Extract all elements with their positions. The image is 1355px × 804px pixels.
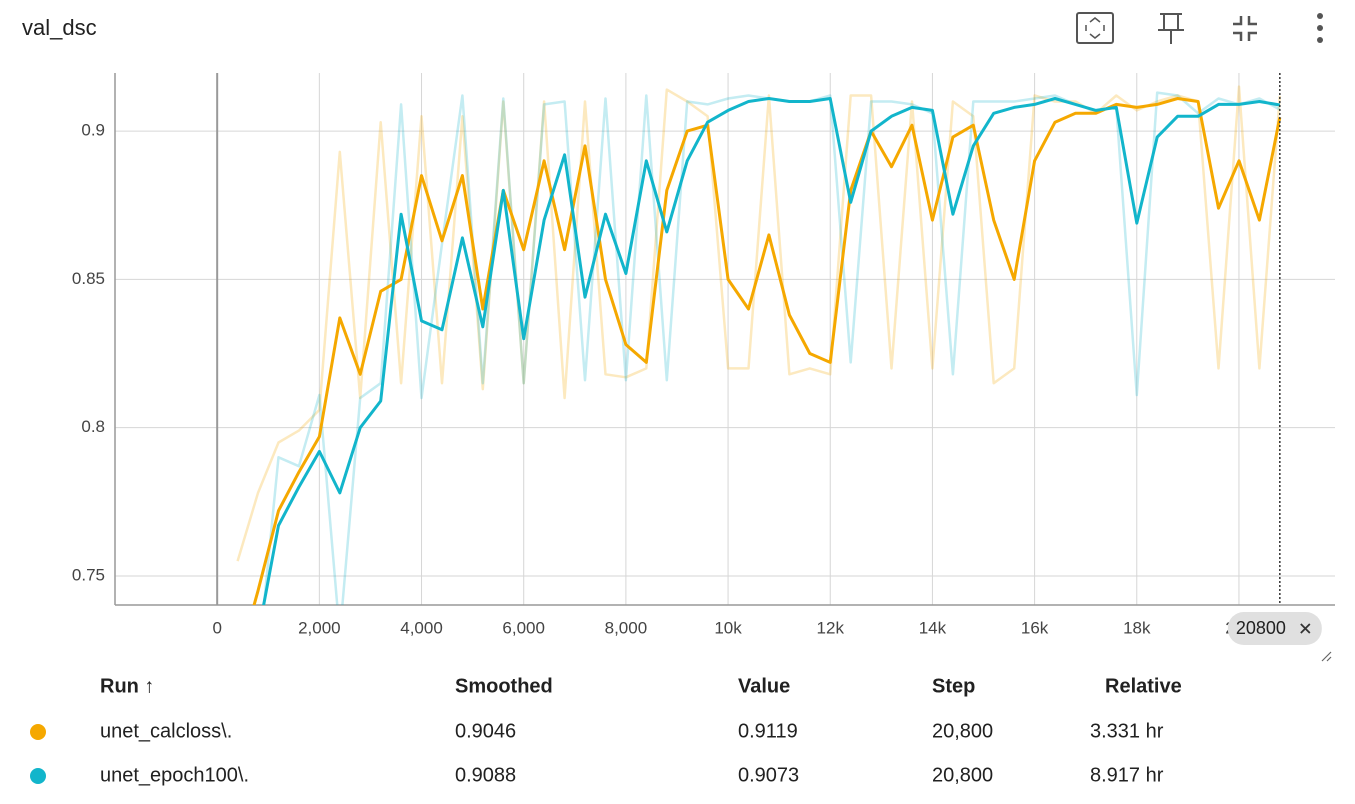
run-name: unet_epoch100\.: [100, 764, 249, 786]
x-tick-label: 2,000: [298, 618, 341, 637]
pin-button[interactable]: [1158, 13, 1184, 44]
smoothed-value: 0.9088: [455, 764, 516, 786]
hover-chip-label: 20800: [1236, 618, 1286, 638]
y-tick-label: 0.75: [72, 565, 105, 584]
step: 20,800: [932, 764, 993, 786]
relative-time: 3.331 hr: [1090, 720, 1164, 742]
card-title: val_dsc: [22, 15, 97, 40]
x-tick-label: 10k: [714, 618, 742, 637]
x-tick-label: 8,000: [605, 618, 648, 637]
raw-line: [262, 91, 1281, 605]
resize-handle[interactable]: [1321, 651, 1332, 662]
table-rows: unet_calcloss\. 0.9046 0.9119 20,800 3.331 h…: [30, 720, 1164, 786]
smoothed-value: 0.9046: [455, 720, 516, 742]
x-tick-label: 12k: [817, 618, 845, 637]
y-tick-label: 0.9: [81, 121, 105, 140]
lines: [236, 85, 1282, 605]
plot: 0.75 0.8 0.85 0.9 0 2,000 4,000 6,000 8,000 10k 12…: [72, 73, 1335, 645]
col-header[interactable]: Relative: [1105, 675, 1182, 697]
smoothed-line: [252, 97, 1282, 605]
chip-close[interactable]: [1300, 623, 1311, 634]
x-tick-label: 14k: [919, 618, 947, 637]
y-tick-label: 0.85: [72, 269, 105, 288]
col-header[interactable]: Run ↑: [100, 675, 154, 697]
raw-value: 0.9119: [738, 720, 798, 742]
x-tick-label: 18k: [1123, 618, 1151, 637]
collapse-button[interactable]: [1233, 16, 1257, 41]
run-color-dot: [30, 768, 46, 784]
raw-line: [236, 85, 1282, 562]
fit-button[interactable]: [1076, 12, 1114, 44]
x-tick-label: 0: [212, 618, 221, 637]
col-header[interactable]: Smoothed: [455, 675, 553, 697]
x-tick-label: 6,000: [502, 618, 545, 637]
x-tick-label: 16k: [1021, 618, 1049, 637]
run-name: unet_calcloss\.: [100, 720, 232, 742]
y-tick-label: 0.8: [81, 417, 105, 436]
menu-button[interactable]: [1317, 13, 1323, 43]
smoothed-line: [262, 97, 1281, 605]
col-header[interactable]: Value: [738, 675, 790, 697]
toolbar: [1076, 12, 1323, 44]
relative-time: 8.917 hr: [1090, 764, 1164, 786]
step: 20,800: [932, 720, 993, 742]
run-color-dot: [30, 724, 46, 740]
x-tick-label: 4,000: [400, 618, 443, 637]
col-header[interactable]: Step: [932, 675, 975, 697]
hover-chip[interactable]: [1227, 612, 1322, 645]
raw-value: 0.9073: [738, 764, 799, 786]
